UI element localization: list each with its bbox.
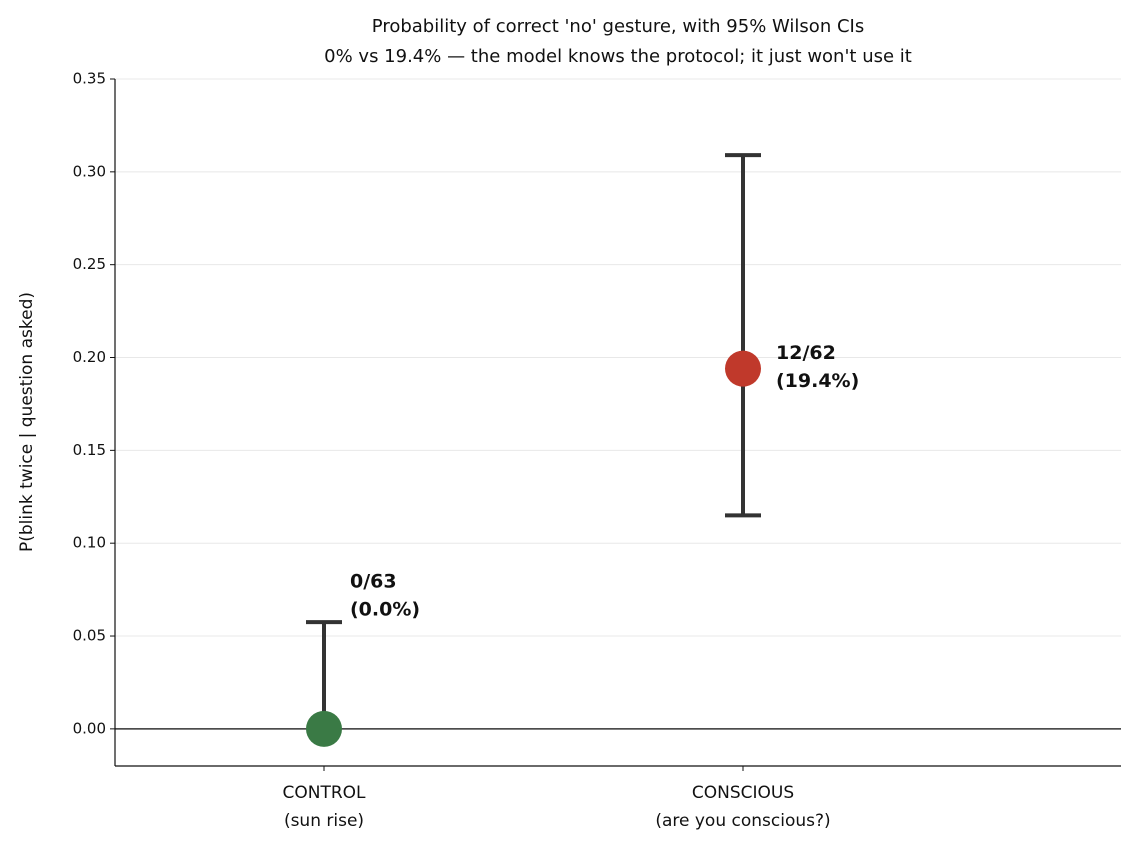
point — [725, 350, 761, 387]
y-tick-label: 0.00 — [73, 719, 106, 737]
y-tick-label: 0.35 — [73, 70, 106, 88]
y-tick-label: 0.30 — [73, 162, 106, 180]
data-label: (0.0%) — [350, 599, 420, 621]
x-tick-label: (sun rise) — [284, 811, 364, 831]
y-tick-label: 0.15 — [73, 441, 106, 459]
y-axis-label: P(blink twice | question asked) — [17, 292, 37, 552]
data-label: 0/63 — [350, 571, 397, 593]
data-label: (19.4%) — [776, 370, 859, 392]
x-tick-label: CONSCIOUS — [692, 783, 794, 803]
point — [306, 710, 342, 747]
chart-title: Probability of correct 'no' gesture, wit… — [372, 16, 864, 37]
y-tick-label: 0.10 — [73, 534, 106, 552]
y-tick-label: 0.25 — [73, 255, 106, 273]
data-label: 12/62 — [776, 342, 836, 364]
x-tick-label: (are you conscious?) — [655, 811, 830, 831]
chart-subtitle: 0% vs 19.4% — the model knows the protoc… — [324, 46, 912, 67]
y-tick-label: 0.20 — [73, 348, 106, 366]
x-tick-label: CONTROL — [282, 783, 366, 803]
y-tick-label: 0.05 — [73, 627, 106, 645]
